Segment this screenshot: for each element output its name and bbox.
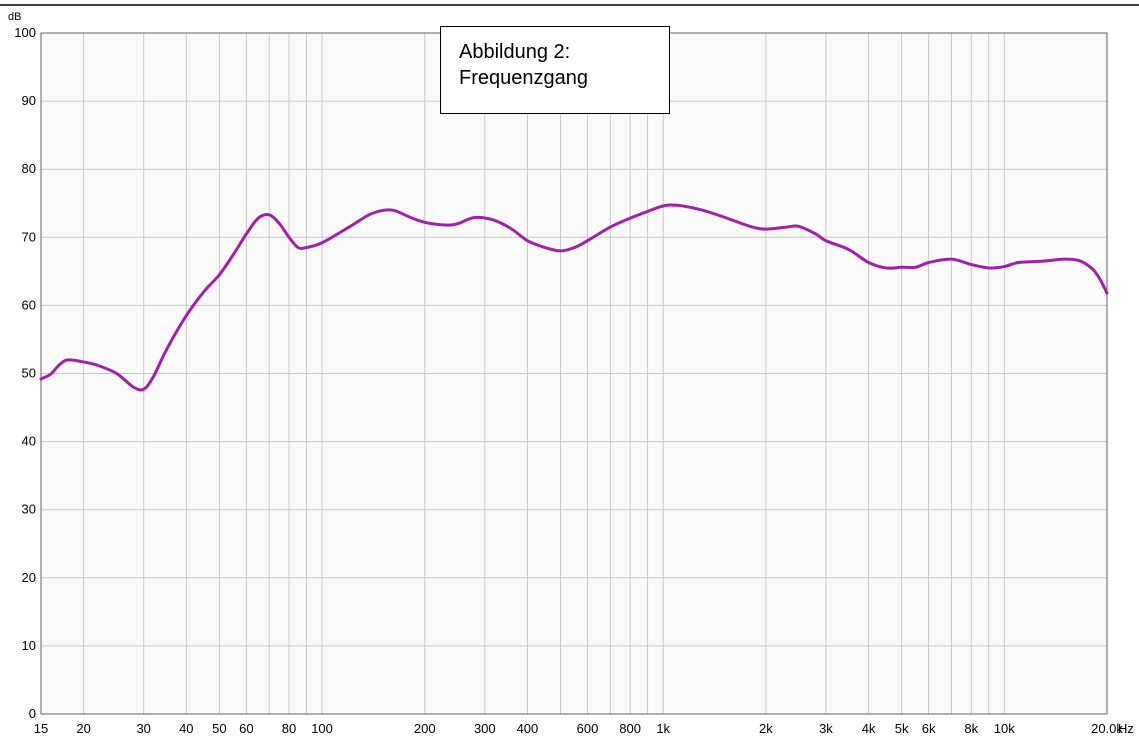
x-tick-label: 800 xyxy=(619,721,641,736)
x-tick-label: 80 xyxy=(282,721,296,736)
x-tick-label: 4k xyxy=(862,721,876,736)
x-tick-label: 3k xyxy=(819,721,833,736)
x-tick-label: 6k xyxy=(922,721,936,736)
x-tick-label: 60 xyxy=(239,721,253,736)
x-tick-label: 40 xyxy=(179,721,193,736)
x-tick-label: 30 xyxy=(136,721,150,736)
figure-annotation-box: Abbildung 2: Frequenzgang xyxy=(440,26,670,114)
x-tick-label: 100 xyxy=(311,721,333,736)
y-tick-label: 80 xyxy=(22,161,36,176)
x-tick-label: 400 xyxy=(517,721,539,736)
x-tick-label: 300 xyxy=(474,721,496,736)
x-tick-label: 8k xyxy=(964,721,978,736)
x-tick-label: 1k xyxy=(656,721,670,736)
y-tick-label: 0 xyxy=(29,706,36,721)
series-group xyxy=(39,203,1109,392)
y-tick-label: 90 xyxy=(22,93,36,108)
x-tick-label: 10k xyxy=(994,721,1015,736)
x-tick-label: 2k xyxy=(759,721,773,736)
annotation-line-1: Abbildung 2: xyxy=(459,41,571,63)
x-tick-label: 5k xyxy=(895,721,909,736)
y-tick-label: 10 xyxy=(22,638,36,653)
y-tick-label: 70 xyxy=(22,229,36,244)
x-tick-label: 600 xyxy=(577,721,599,736)
annotation-line-2: Frequenzgang xyxy=(459,67,588,89)
x-axis-ticks: 15 20 30 40 50 60 80 100 200 300 400 600 800 1k 2k 3k 4k… xyxy=(34,721,1124,736)
x-axis-unit: Hz xyxy=(1118,721,1134,736)
y-tick-label: 20 xyxy=(22,570,36,585)
x-tick-label: 15 xyxy=(34,721,48,736)
y-tick-label: 30 xyxy=(22,502,36,517)
series-line xyxy=(39,203,1109,392)
x-tick-label: 20 xyxy=(76,721,90,736)
y-tick-label: 40 xyxy=(22,434,36,449)
y-tick-label: 60 xyxy=(22,297,36,312)
y-axis-unit: dB xyxy=(8,11,21,23)
x-tick-label: 50 xyxy=(212,721,226,736)
x-tick-label: 200 xyxy=(414,721,436,736)
x-tick-label: 20.0k xyxy=(1091,721,1123,736)
y-axis-ticks: 0 10 20 30 40 50 60 70 80 90 100 xyxy=(14,25,36,721)
y-tick-label: 100 xyxy=(14,25,36,40)
y-tick-label: 50 xyxy=(22,366,36,381)
